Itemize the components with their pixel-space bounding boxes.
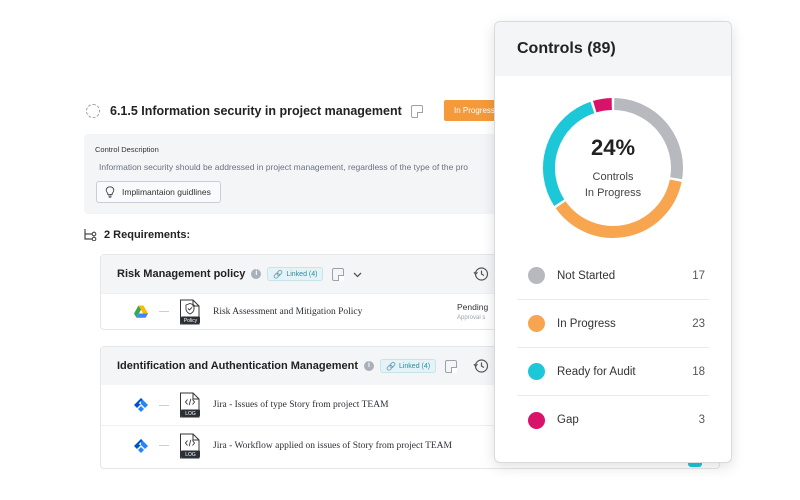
history-icon[interactable] (473, 266, 489, 282)
link-icon: 🔗 (273, 269, 284, 279)
requirements-heading-label: 2 Requirements: (104, 228, 191, 241)
info-icon[interactable]: i (364, 361, 374, 371)
linked-label: Linked (4) (398, 362, 431, 370)
controls-panel-title: Controls (89) (517, 40, 616, 57)
note-icon[interactable] (445, 359, 458, 373)
accent-edge (688, 462, 702, 467)
evidence-title: Risk Assessment and Mitigation Policy (213, 306, 363, 317)
status-circle-icon[interactable] (86, 104, 100, 118)
note-icon[interactable] (410, 104, 423, 118)
legend-row-ready-for-audit[interactable]: Ready for Audit 18 (517, 348, 709, 396)
history-icon[interactable] (473, 358, 489, 374)
connector-line (159, 311, 169, 312)
evidence-row[interactable]: LOG Jira - Workflow applied on issues of… (101, 425, 719, 465)
legend-row-not-started[interactable]: Not Started 17 (517, 252, 709, 300)
evidence-status: Pending (457, 302, 489, 312)
legend-label: Ready for Audit (557, 365, 636, 378)
legend-label: Gap (557, 414, 579, 426)
document-log-icon: LOG (180, 392, 200, 418)
donut-segment-not-started[interactable] (613, 98, 683, 180)
donut-segment-gap[interactable] (592, 98, 613, 113)
status-dot (528, 267, 545, 284)
requirements-heading: 2 Requirements: (83, 228, 190, 241)
donut-center-line1: Controls (592, 171, 634, 183)
linked-badge[interactable]: 🔗 Linked (4) (380, 359, 437, 373)
status-dot (528, 411, 545, 429)
progress-percent: 24% (590, 135, 636, 160)
linked-badge[interactable]: 🔗 Linked (4) (267, 267, 324, 281)
hierarchy-icon (84, 229, 97, 241)
connector-line (159, 445, 169, 446)
controls-donut-chart (543, 98, 683, 238)
evidence-row[interactable]: Policy Risk Assessment and Mitigation Po… (101, 293, 719, 329)
legend-count: 3 (698, 414, 705, 426)
evidence-title: Jira - Workflow applied on issues of Sto… (213, 440, 452, 451)
control-title: 6.1.5 Information security in project ma… (110, 104, 402, 118)
evidence-row[interactable]: LOG Jira - Issues of type Story from pro… (101, 385, 719, 425)
google-drive-icon (134, 305, 148, 318)
evidence-title: Jira - Issues of type Story from project… (213, 400, 389, 410)
document-log-icon: LOG (180, 433, 200, 458)
doc-badge-label: LOG (185, 452, 196, 458)
requirement-group-title: Risk Management policy (117, 268, 246, 280)
description-text: Information security should be addressed… (99, 162, 469, 172)
legend-label: In Progress (557, 317, 616, 330)
linked-label: Linked (4) (286, 270, 318, 278)
donut-center-line2: In Progress (584, 187, 642, 199)
legend-label: Not Started (557, 269, 616, 282)
legend-row-gap[interactable]: Gap 3 (517, 396, 709, 444)
legend-count: 23 (692, 317, 705, 330)
guidelines-button[interactable]: Implimantaion guidlines (96, 181, 221, 203)
doc-badge-label: LOG (185, 411, 196, 417)
controls-panel-header: Controls (89) (495, 22, 731, 76)
evidence-substatus: Approval s (457, 315, 486, 321)
guidelines-label: Implimantaion guidlines (122, 187, 211, 197)
doc-badge-label: Policy (184, 318, 198, 324)
connector-line (159, 404, 169, 406)
status-dot (528, 363, 545, 380)
legend-row-in-progress[interactable]: In Progress 23 (517, 300, 709, 348)
donut-segment-in-progress[interactable] (555, 179, 682, 238)
donut-center: 24% Controls In Progress (540, 95, 686, 241)
jira-icon (134, 438, 148, 453)
requirement-group-title: Identification and Authentication Manage… (117, 360, 358, 372)
legend-count: 18 (692, 365, 705, 378)
chevron-down-icon[interactable] (353, 270, 362, 279)
link-icon: 🔗 (386, 361, 396, 371)
donut-segment-ready-for-audit[interactable] (543, 101, 595, 206)
note-icon[interactable] (332, 267, 345, 281)
jira-icon (134, 398, 148, 412)
controls-panel: Controls (89) 24% Controls In Progress N… (494, 21, 732, 463)
info-icon[interactable]: i (251, 269, 262, 279)
bottom-fade (0, 478, 800, 500)
status-dot (528, 315, 545, 332)
status-legend: Not Started 17 In Progress 23 Ready for … (517, 252, 709, 444)
lightbulb-icon (105, 186, 115, 198)
document-policy-icon: Policy (180, 299, 200, 324)
description-label: Control Description (95, 145, 159, 154)
legend-count: 17 (692, 269, 705, 282)
